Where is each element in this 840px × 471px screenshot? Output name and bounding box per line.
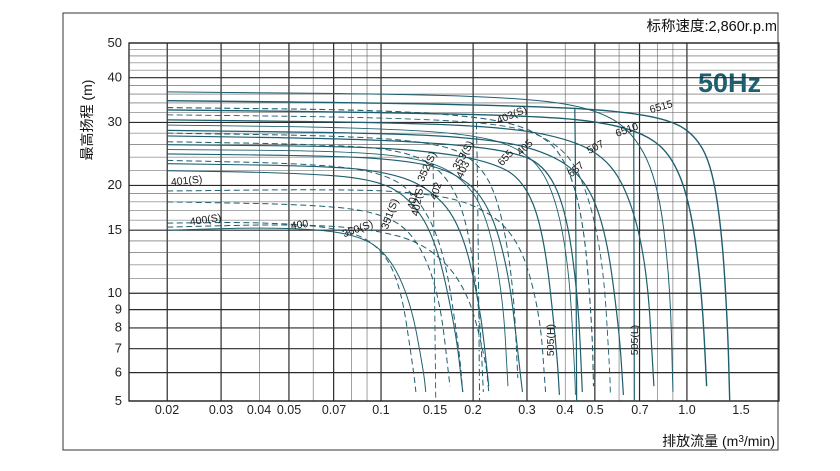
svg-text:50Hz: 50Hz	[698, 68, 761, 98]
svg-text:7: 7	[115, 340, 122, 355]
svg-text:6: 6	[115, 364, 122, 379]
svg-text:0.02: 0.02	[155, 403, 179, 417]
svg-text:15: 15	[108, 222, 122, 237]
svg-text:351(S): 351(S)	[379, 197, 401, 231]
svg-text:657: 657	[566, 159, 587, 180]
svg-text:排放流量 (m3/min): 排放流量 (m3/min)	[662, 433, 775, 449]
svg-text:8: 8	[115, 320, 122, 335]
svg-text:507: 507	[585, 138, 606, 157]
svg-text:0.03: 0.03	[209, 403, 233, 417]
svg-text:400: 400	[290, 218, 309, 232]
svg-text:401(S): 401(S)	[170, 173, 203, 188]
svg-text:0.07: 0.07	[322, 403, 346, 417]
svg-text:30: 30	[108, 114, 122, 129]
svg-text:1.0: 1.0	[678, 403, 695, 417]
svg-text:5: 5	[115, 393, 122, 408]
svg-text:402: 402	[428, 181, 445, 202]
svg-text:0.3: 0.3	[518, 403, 535, 417]
svg-text:0.15: 0.15	[423, 403, 447, 417]
svg-text:352(S): 352(S)	[415, 150, 439, 184]
svg-text:40: 40	[108, 70, 122, 85]
svg-text:6510: 6510	[614, 120, 640, 139]
svg-text:20: 20	[108, 177, 122, 192]
svg-text:0.05: 0.05	[277, 403, 301, 417]
svg-text:0.1: 0.1	[372, 403, 389, 417]
svg-text:最高扬程 (m): 最高扬程 (m)	[79, 80, 95, 161]
svg-text:0.4: 0.4	[556, 403, 573, 417]
svg-text:9: 9	[115, 301, 122, 316]
svg-text:403(S): 403(S)	[495, 104, 529, 127]
svg-text:50: 50	[108, 35, 122, 50]
svg-text:0.7: 0.7	[631, 403, 648, 417]
svg-text:6515: 6515	[648, 98, 674, 116]
svg-text:505(L): 505(L)	[629, 325, 641, 355]
svg-text:1.5: 1.5	[732, 403, 749, 417]
svg-text:0.5: 0.5	[586, 403, 603, 417]
svg-text:10: 10	[108, 285, 122, 300]
svg-text:0.2: 0.2	[464, 403, 481, 417]
svg-text:标称速度:2,860r.p.m: 标称速度:2,860r.p.m	[646, 18, 777, 35]
svg-text:0.04: 0.04	[247, 403, 271, 417]
svg-text:505(H): 505(H)	[545, 324, 557, 356]
